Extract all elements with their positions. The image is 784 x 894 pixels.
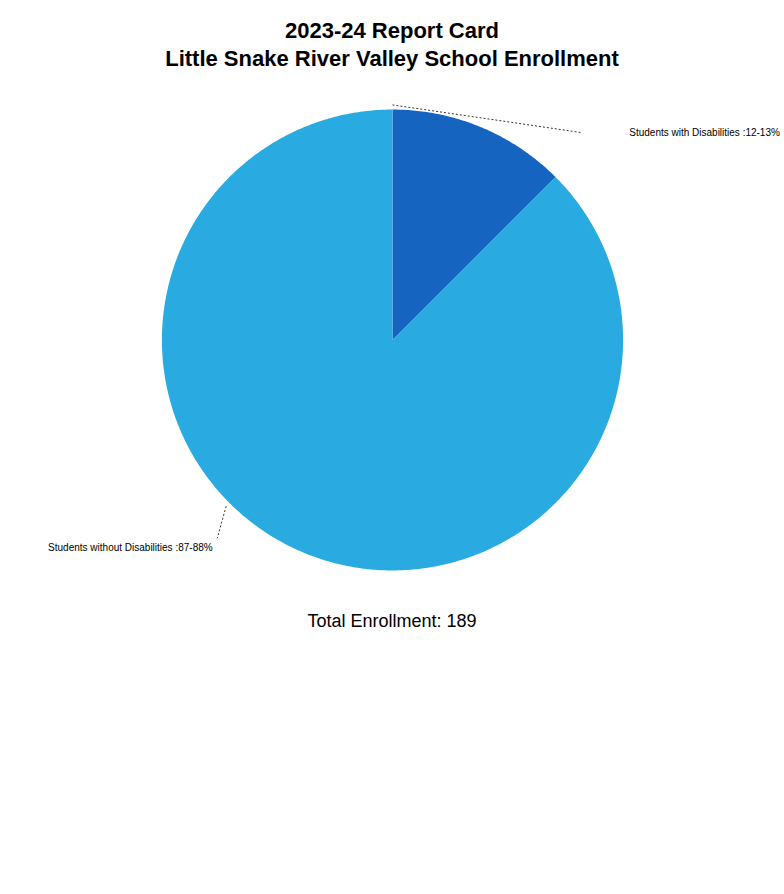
svg-text:Students with Disabilities :12: Students with Disabilities :12-13% — [629, 127, 780, 138]
html-text:Little Snake River Valley Scho: Little Snake River Valley School Enrollm… — [165, 46, 619, 71]
html-text:Total Enrollment: 189: Total Enrollment: 189 — [307, 611, 477, 631]
svg-text:Students without Disabilities: Students without Disabilities :87-88% — [48, 542, 213, 553]
html-text:2023-24 Report Card: 2023-24 Report Card — [285, 18, 499, 43]
